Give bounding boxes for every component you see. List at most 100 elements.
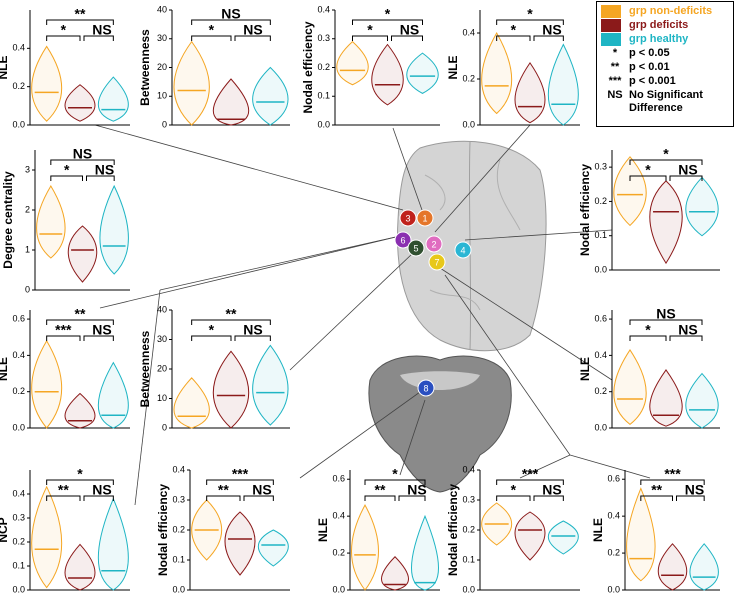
- violin: [98, 76, 129, 122]
- sig-bracket: [364, 495, 396, 501]
- violin: [173, 377, 210, 429]
- sig-label: NS: [678, 322, 697, 338]
- y-tick-label: 0.4: [594, 350, 607, 360]
- violin: [36, 185, 66, 259]
- y-axis-label: Nodal efficiency: [301, 21, 315, 113]
- sig-label: **: [75, 306, 86, 322]
- y-tick-label: 0.3: [462, 494, 475, 504]
- sig-label: NS: [400, 22, 419, 38]
- note-symbol: *: [612, 47, 618, 59]
- legend-label: grp deficits: [629, 19, 689, 31]
- sig-label: *: [209, 322, 215, 338]
- sig-label: *: [392, 466, 398, 482]
- sig-bracket: [352, 35, 388, 41]
- y-tick-label: 0.2: [332, 547, 345, 557]
- legend: grp non-deficits grp deficits grp healthy *…: [596, 1, 734, 127]
- violin: [213, 78, 249, 126]
- y-tick-label: 0.0: [12, 119, 25, 129]
- violin: [99, 184, 129, 275]
- legend-label: grp healthy: [629, 33, 689, 45]
- sig-label: NS: [92, 322, 111, 338]
- y-tick-label: 0.4: [462, 464, 475, 474]
- sig-bracket: [206, 495, 241, 501]
- sig-bracket: [629, 319, 703, 325]
- y-tick-label: 0.2: [317, 62, 330, 72]
- sig-bracket: [496, 479, 564, 485]
- y-axis-label: Betweenness: [138, 29, 152, 106]
- sig-label: NS: [656, 306, 675, 322]
- y-tick-label: 0.2: [462, 73, 475, 83]
- y-tick-label: 0.6: [594, 313, 607, 323]
- sig-label: NS: [542, 482, 561, 498]
- y-tick-label: 1: [25, 244, 30, 254]
- sig-label: *: [64, 162, 70, 178]
- sig-bracket: [46, 479, 114, 485]
- note-text: p < 0.05: [629, 47, 670, 59]
- y-axis-label: NLE: [591, 518, 605, 542]
- violin: [212, 350, 250, 429]
- sig-label: NS: [252, 482, 271, 498]
- y-tick-label: 0: [25, 284, 30, 294]
- legend-swatch: [601, 19, 621, 32]
- sig-bracket: [86, 175, 115, 181]
- y-axis-label: Nodal efficiency: [156, 484, 170, 576]
- y-tick-label: 0.1: [12, 560, 25, 570]
- y-tick-label: 0: [162, 422, 167, 432]
- legend-item: grp deficits: [601, 19, 729, 32]
- sig-label: NS: [221, 6, 240, 22]
- y-tick-label: 0.0: [594, 422, 607, 432]
- sig-bracket: [46, 35, 81, 41]
- region-marker: [416, 209, 434, 227]
- sig-bracket: [46, 495, 81, 501]
- y-tick-label: 0.3: [317, 33, 330, 43]
- sig-bracket: [496, 19, 564, 25]
- region-label: 6: [400, 235, 405, 245]
- sig-bracket: [191, 335, 232, 341]
- y-tick-label: 0.0: [172, 584, 185, 593]
- sig-bracket: [46, 335, 81, 341]
- violin: [689, 543, 719, 591]
- y-axis-label: Degree centrality: [1, 171, 15, 269]
- sig-label: **: [375, 482, 386, 498]
- violin: [649, 180, 683, 265]
- y-tick-label: 0.4: [332, 511, 345, 521]
- regions: 3 1 6 2 4 5 7 8: [394, 209, 472, 397]
- violin: [381, 556, 409, 591]
- y-tick-label: 40: [157, 4, 167, 14]
- violin: [257, 529, 289, 567]
- sig-bracket: [206, 479, 274, 485]
- sig-label: NS: [678, 162, 697, 178]
- y-tick-label: 0.4: [12, 350, 25, 360]
- violin: [406, 52, 439, 94]
- sig-label: **: [218, 482, 229, 498]
- y-tick-label: 0.3: [594, 162, 607, 172]
- violin: [31, 485, 63, 589]
- y-tick-label: 0.2: [594, 386, 607, 396]
- sig-bracket: [496, 35, 531, 41]
- sig-bracket: [629, 335, 667, 341]
- violin: [657, 543, 688, 591]
- y-tick-label: 0.4: [317, 4, 330, 14]
- sig-bracket: [50, 159, 115, 165]
- brain-coronal: [368, 355, 512, 493]
- y-tick-label: 0.6: [332, 474, 345, 484]
- y-axis-label: Betweenness: [138, 330, 152, 407]
- violin: [97, 497, 129, 591]
- y-axis-label: NLE: [0, 56, 10, 80]
- y-tick-label: 0.3: [12, 512, 25, 522]
- y-axis-label: NLE: [578, 357, 592, 381]
- sig-label: *: [209, 22, 215, 38]
- y-tick-label: 0.4: [172, 464, 185, 474]
- violin: [351, 504, 379, 591]
- violin: [64, 543, 96, 591]
- violin: [31, 339, 63, 429]
- legend-swatch: [601, 5, 621, 18]
- y-tick-label: 0.2: [172, 524, 185, 534]
- sig-bracket: [533, 35, 564, 41]
- sig-bracket: [191, 319, 271, 325]
- sig-label: ***: [522, 466, 539, 482]
- sig-bracket: [83, 495, 114, 501]
- legend-item: grp non-deficits: [601, 5, 729, 18]
